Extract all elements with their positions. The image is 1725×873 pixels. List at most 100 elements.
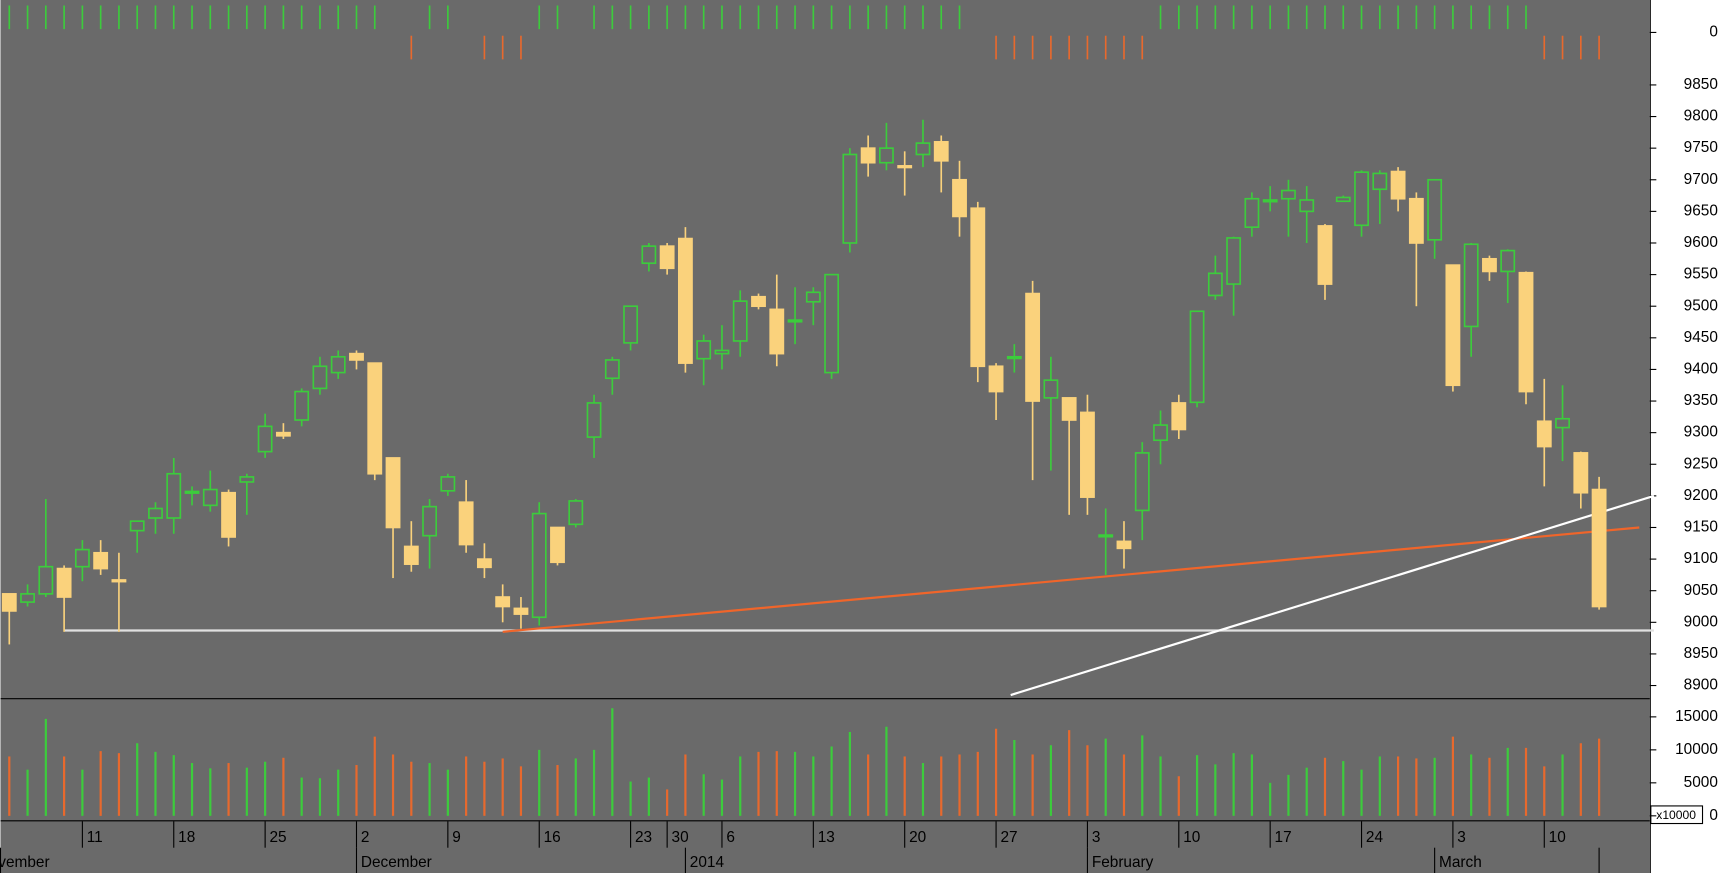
candle-body <box>1006 355 1022 360</box>
trend-line <box>1010 494 1655 697</box>
candle-body <box>1281 189 1296 200</box>
candle-body <box>787 319 803 323</box>
candle-body <box>1536 420 1552 448</box>
candle-body <box>440 476 456 492</box>
candle-body <box>550 526 565 564</box>
y-tick-label: 9600 <box>1684 234 1718 251</box>
x-tick-label: 30 <box>672 829 689 846</box>
candle-body <box>1043 379 1059 399</box>
x-tick-label: 3 <box>1092 829 1101 846</box>
x-tick-label: 13 <box>818 829 835 846</box>
y-tick-label: 9700 <box>1684 171 1718 188</box>
x-tick-label: 25 <box>270 829 287 846</box>
candle-body <box>129 520 145 532</box>
candle-body <box>586 402 602 438</box>
candle-body <box>952 178 967 218</box>
candle-body <box>74 548 90 568</box>
candle-body <box>1153 424 1168 442</box>
month-label: 2014 <box>690 854 725 871</box>
y-tick-label: 9800 <box>1684 108 1718 125</box>
y-tick-label: 9100 <box>1684 550 1718 567</box>
x-tick-label: 20 <box>909 829 926 846</box>
candle-body <box>1408 197 1424 244</box>
volume-tick-label: 10000 <box>1675 741 1718 758</box>
candle-body <box>769 308 785 355</box>
candle-body <box>275 431 291 437</box>
candle-body <box>568 500 584 526</box>
y-tick-label: 9550 <box>1684 266 1718 283</box>
x-tick-label: 9 <box>452 829 461 846</box>
candle-body <box>531 512 547 619</box>
candle-body <box>93 551 109 570</box>
x-tick-label: 16 <box>544 829 561 846</box>
candle-body <box>1134 452 1150 512</box>
signal-tick-label: 0 <box>1709 23 1718 40</box>
candle-body <box>641 245 657 265</box>
month-label: February <box>1092 854 1154 871</box>
candle-body <box>38 565 54 595</box>
candle-body <box>897 165 913 169</box>
candle-body <box>1 593 17 612</box>
candle-body <box>148 507 163 519</box>
candle-body <box>1390 170 1406 200</box>
candle-body <box>422 505 438 537</box>
candle-body <box>184 490 200 494</box>
x-tick-label: 24 <box>1366 829 1384 846</box>
candle-body <box>312 365 328 390</box>
candle-body <box>842 153 858 244</box>
candle-body <box>1116 540 1132 550</box>
candle-body <box>403 545 419 565</box>
y-tick-label: 8950 <box>1684 645 1718 662</box>
x-tick-label: 2 <box>361 829 370 846</box>
y-tick-label: 8900 <box>1684 677 1718 694</box>
candle-body <box>111 579 127 583</box>
candle-body <box>1591 488 1607 608</box>
candle-body <box>1226 237 1242 285</box>
candle-body <box>732 300 748 342</box>
multiplier-box <box>1650 805 1704 825</box>
candle-body <box>677 237 693 364</box>
volume-tick-label: 15000 <box>1675 708 1718 725</box>
candle-body <box>1244 197 1260 229</box>
plot-background <box>0 0 1650 873</box>
candle-body <box>221 491 236 538</box>
candle-body <box>202 488 218 507</box>
y-tick-label: 9350 <box>1684 392 1718 409</box>
candle-body <box>1189 310 1205 404</box>
multiplier-label: x10000 <box>1656 808 1696 822</box>
x-tick-label: 3 <box>1457 829 1466 846</box>
candle-body <box>879 147 894 164</box>
y-tick-label: 9150 <box>1684 519 1718 536</box>
candle-body <box>604 359 620 380</box>
x-tick-label: 27 <box>1000 829 1017 846</box>
candle-body <box>367 362 383 475</box>
candle-body <box>476 558 492 569</box>
month-label: vember <box>0 854 50 871</box>
y-tick-label: 9200 <box>1684 487 1718 504</box>
candle-body <box>860 147 876 164</box>
candle-body <box>1573 452 1589 494</box>
y-tick-label: 9500 <box>1684 297 1718 314</box>
y-tick-label: 9650 <box>1684 202 1718 219</box>
volume-tick-label: 5000 <box>1684 774 1718 791</box>
x-tick-label: 6 <box>726 829 735 846</box>
y-tick-label: 9400 <box>1684 360 1718 377</box>
candle-body <box>824 273 840 374</box>
candle-body <box>385 457 401 529</box>
x-tick-label: 17 <box>1275 829 1292 846</box>
x-tick-label: 18 <box>178 829 195 846</box>
candle-body <box>56 567 72 598</box>
candle-body <box>349 352 364 361</box>
candle-body <box>1427 178 1443 241</box>
x-tick-label: 10 <box>1183 829 1200 846</box>
candle-body <box>623 305 639 344</box>
candle-body <box>1025 292 1041 402</box>
candle-body <box>1171 402 1187 431</box>
candle-body <box>330 355 346 374</box>
candle-body <box>1463 243 1479 328</box>
candle-body <box>696 340 712 360</box>
candle-body <box>1061 397 1077 421</box>
candle-body <box>257 425 273 453</box>
candle-body <box>1098 534 1114 538</box>
